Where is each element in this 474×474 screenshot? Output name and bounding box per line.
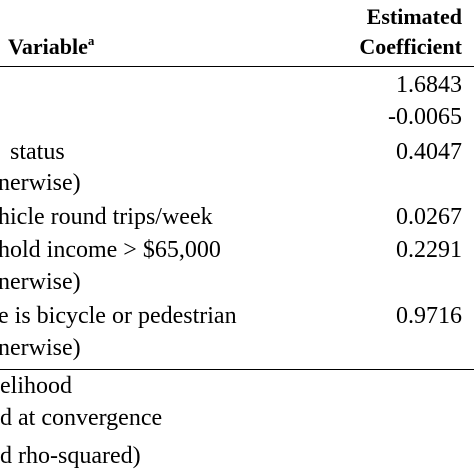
- footer-cell: d at convergence: [0, 405, 163, 431]
- coefficient-cell: 0.9716: [396, 303, 462, 329]
- variable-cell: nerwise): [0, 170, 81, 196]
- coefficient-header-line2: Coefficient: [359, 34, 462, 59]
- coefficient-cell: 1.6843: [396, 72, 462, 98]
- variable-cell: nerwise): [0, 335, 81, 361]
- footer-cell: d rho-squared): [0, 443, 141, 469]
- coefficient-cell: 0.0267: [396, 204, 462, 230]
- footer-cell: elihood: [0, 373, 72, 399]
- variable-column-header: Variablea: [8, 33, 95, 63]
- variable-header-footnote: a: [87, 33, 95, 48]
- variable-header-label: Variable: [8, 34, 88, 59]
- variable-cell: hicle round trips/week: [0, 204, 213, 230]
- coefficient-cell: 0.4047: [396, 139, 462, 165]
- coefficient-cell: 0.2291: [396, 237, 462, 263]
- section-rule: [0, 369, 474, 370]
- variable-cell: hold income > $65,000: [0, 237, 221, 263]
- variable-cell: status: [10, 139, 65, 165]
- variable-cell: e is bicycle or pedestrian: [0, 303, 237, 329]
- coefficient-cell: -0.0065: [388, 104, 462, 130]
- coefficient-header-line1: Estimated: [366, 4, 462, 29]
- header-rule: [0, 66, 474, 67]
- variable-cell: nerwise): [0, 269, 81, 295]
